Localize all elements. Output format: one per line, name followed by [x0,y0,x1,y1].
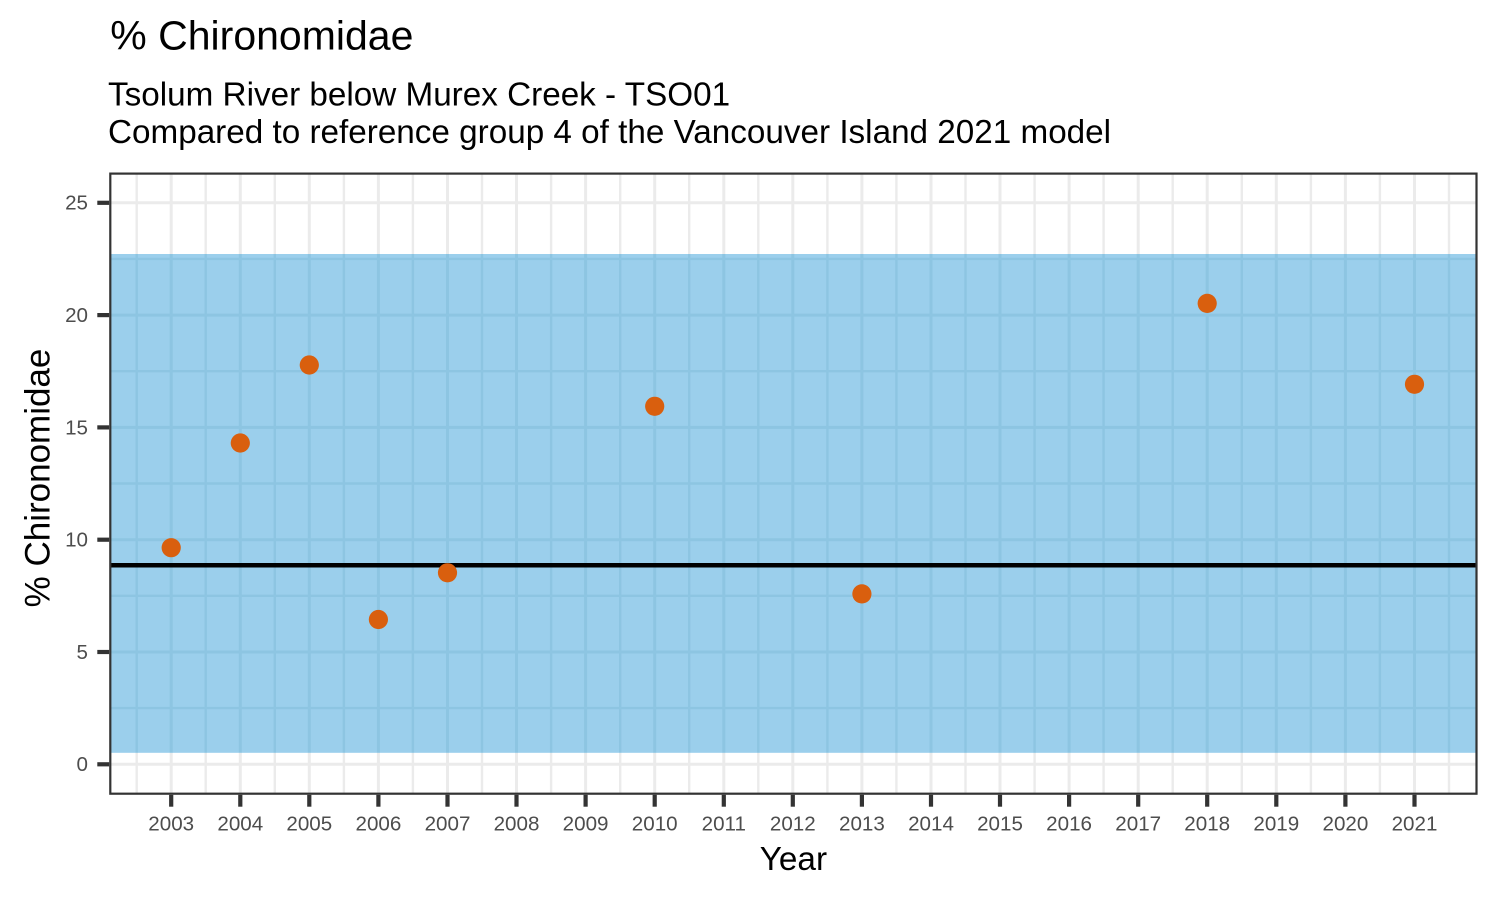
svg-text:10: 10 [65,529,88,552]
svg-text:2011: 2011 [702,812,746,835]
svg-text:2003: 2003 [148,812,194,835]
svg-text:2012: 2012 [770,812,816,835]
svg-text:2016: 2016 [1046,812,1092,835]
svg-text:20: 20 [65,304,88,327]
svg-text:2017: 2017 [1115,812,1161,835]
svg-text:2010: 2010 [632,812,678,835]
svg-text:0: 0 [77,753,88,776]
svg-text:2018: 2018 [1184,812,1230,835]
svg-text:2015: 2015 [977,812,1023,835]
svg-text:2009: 2009 [563,812,609,835]
svg-text:2019: 2019 [1253,812,1299,835]
svg-text:Compared to reference group 4: Compared to reference group 4 of the Van… [108,114,1111,151]
svg-text:Year: Year [760,841,827,878]
svg-text:2004: 2004 [217,812,263,835]
svg-text:2020: 2020 [1322,812,1368,835]
svg-text:2013: 2013 [839,812,885,835]
svg-text:2005: 2005 [286,812,332,835]
svg-text:Tsolum River below Murex Creek: Tsolum River below Murex Creek - TSO01 [108,76,730,113]
svg-text:2006: 2006 [355,812,401,835]
svg-text:2014: 2014 [908,812,954,835]
svg-text:15: 15 [65,416,88,439]
svg-text:5: 5 [77,641,88,664]
svg-text:2007: 2007 [425,812,471,835]
svg-text:25: 25 [65,192,88,215]
svg-text:2008: 2008 [494,812,540,835]
svg-text:% Chironomidae: % Chironomidae [110,13,413,59]
svg-text:% Chironomidae: % Chironomidae [19,349,58,608]
svg-text:2021: 2021 [1392,812,1438,835]
